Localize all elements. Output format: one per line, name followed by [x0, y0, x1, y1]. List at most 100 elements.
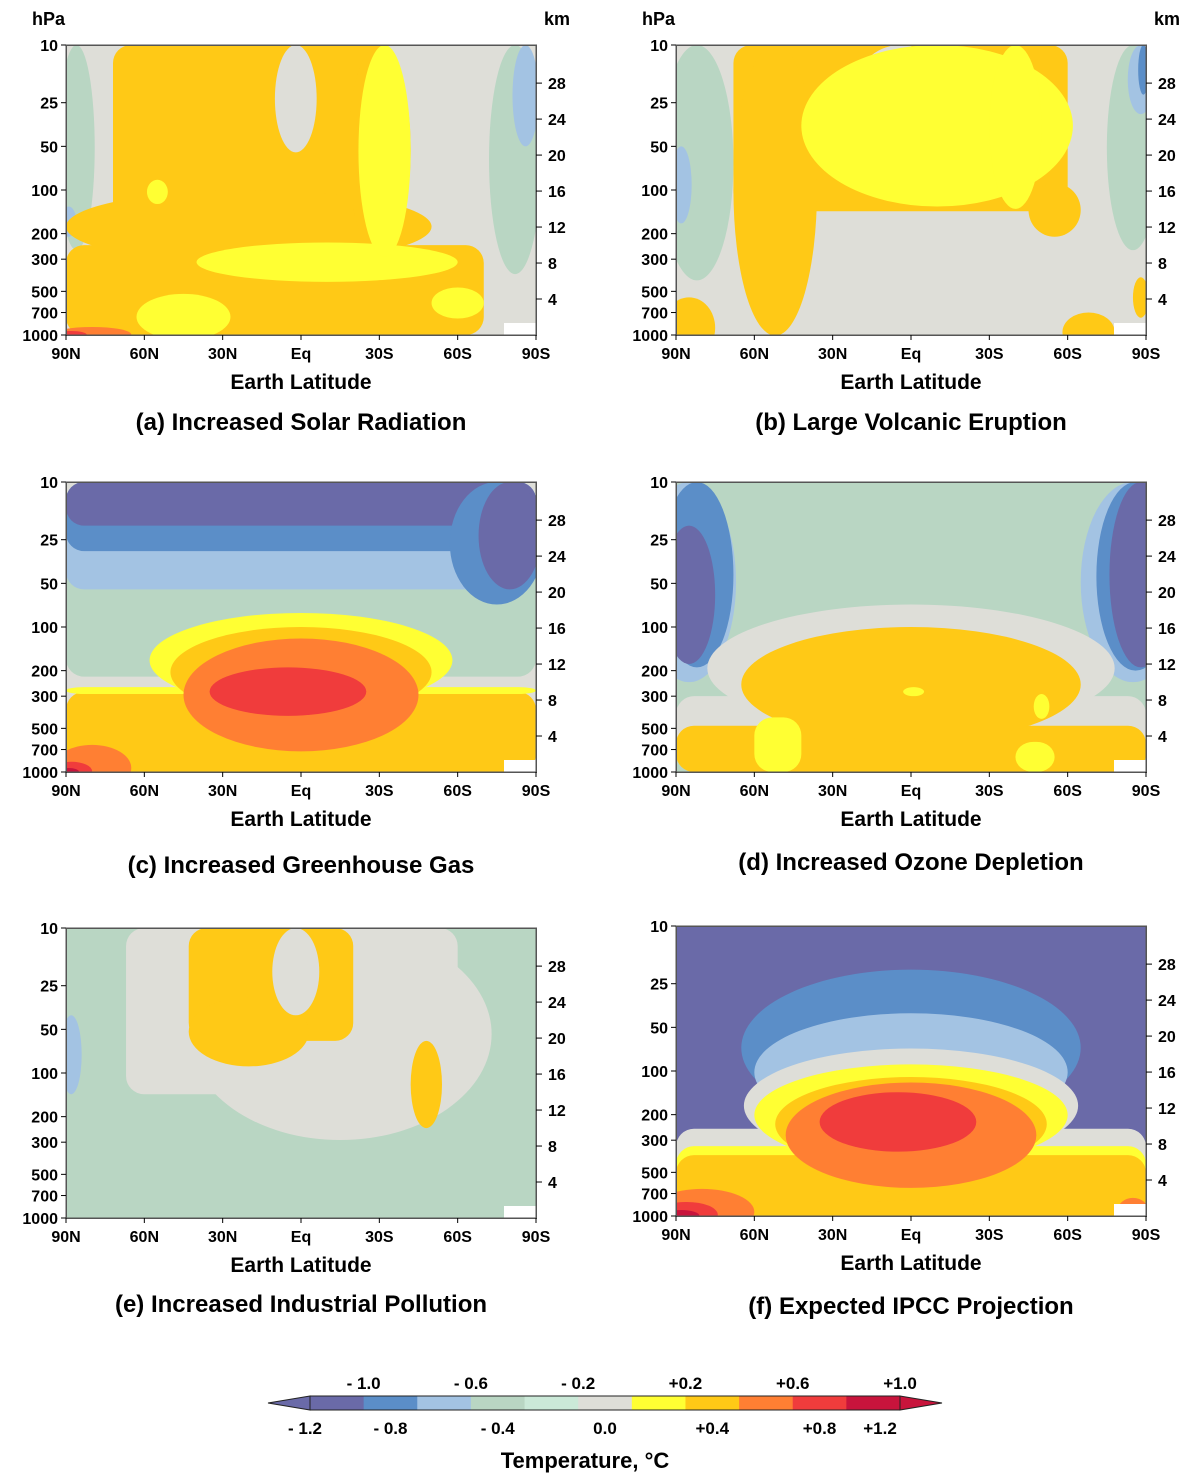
- contour-region: [358, 45, 411, 258]
- panel-caption: (a) Increased Solar Radiation: [136, 409, 467, 436]
- contour-region: [272, 928, 320, 1016]
- latitude-tick-label: 30N: [818, 1227, 847, 1244]
- contour-field: [66, 928, 536, 1218]
- altitude-tick-label: 24: [548, 112, 566, 129]
- contour-region: [512, 45, 536, 147]
- pressure-tick-label: 200: [31, 664, 58, 681]
- contour-region: [209, 667, 367, 716]
- colorbar-lower-label: - 1.2: [288, 1419, 322, 1438]
- colorbar-swatch: [631, 1396, 686, 1410]
- colorbar-swatch: [524, 1396, 579, 1410]
- altitude-tick-label: 4: [1158, 729, 1167, 746]
- altitude-tick-label: 12: [548, 1103, 566, 1120]
- latitude-tick-label: 30N: [818, 783, 847, 800]
- pressure-tick-label: 50: [650, 576, 668, 593]
- latitude-tick-label: 90N: [51, 346, 80, 363]
- latitude-tick-label: 60N: [740, 783, 769, 800]
- contour-region: [819, 1200, 1003, 1216]
- panel-caption: (d) Increased Ozone Depletion: [738, 849, 1083, 876]
- pressure-tick-label: 200: [641, 227, 668, 244]
- pressure-tick-label: 700: [641, 306, 668, 323]
- latitude-tick-label: 60S: [1053, 783, 1082, 800]
- x-axis-title: Earth Latitude: [840, 1252, 981, 1275]
- altitude-tick-label: 28: [1158, 76, 1176, 93]
- pressure-tick-label: 25: [40, 979, 58, 996]
- x-axis-title: Earth Latitude: [230, 1254, 371, 1277]
- contour-region: [676, 146, 692, 224]
- latitude-tick-label: Eq: [901, 783, 921, 800]
- contour-region: [676, 45, 734, 281]
- colorbar-upper-label: +0.6: [776, 1374, 810, 1393]
- contour-region: [274, 45, 317, 153]
- altitude-tick-label: 16: [1158, 184, 1176, 201]
- altitude-tick-label: 16: [1158, 1065, 1176, 1082]
- latitude-tick-label: 30N: [818, 346, 847, 363]
- colorbar-lower-label: +0.8: [803, 1419, 837, 1438]
- contour-region: [903, 687, 925, 697]
- latitude-tick-label: 90S: [522, 1229, 551, 1246]
- contour-region: [431, 287, 484, 319]
- contour-region: [136, 293, 231, 335]
- altitude-tick-label: 24: [548, 549, 566, 566]
- latitude-tick-label: 60N: [740, 346, 769, 363]
- latitude-tick-label: 60N: [130, 346, 159, 363]
- contour-region: [1015, 741, 1055, 772]
- latitude-tick-label: Eq: [901, 346, 921, 363]
- contour-region: [66, 1015, 82, 1095]
- contour-region: [676, 297, 716, 335]
- x-axis-title: Earth Latitude: [840, 808, 981, 831]
- contour-region: [676, 525, 716, 664]
- pressure-tick-label: 100: [31, 1066, 58, 1083]
- pressure-tick-label: 100: [641, 183, 668, 200]
- latitude-tick-label: 90N: [51, 783, 80, 800]
- pressure-tick-label: 25: [650, 533, 668, 550]
- latitude-tick-label: 30S: [365, 346, 394, 363]
- contour-region: [733, 45, 817, 335]
- pressure-tick-label: 50: [40, 1022, 58, 1039]
- x-axis-title: Earth Latitude: [230, 371, 371, 394]
- altitude-tick-label: 28: [548, 513, 566, 530]
- altitude-tick-label: 20: [1158, 585, 1176, 602]
- latitude-tick-label: 60S: [443, 346, 472, 363]
- contour-field: [66, 482, 536, 772]
- pressure-tick-label: 500: [641, 284, 668, 301]
- no-data-patch: [1114, 1204, 1146, 1216]
- latitude-tick-label: 30S: [365, 1229, 394, 1246]
- altitude-tick-label: 28: [548, 76, 566, 93]
- pressure-tick-label: 25: [40, 96, 58, 113]
- pressure-tick-label: 500: [641, 721, 668, 738]
- no-data-patch: [504, 760, 536, 772]
- pressure-tick-label: 1000: [632, 1209, 668, 1226]
- contour-region: [741, 627, 1081, 742]
- colorbar-lower-label: +1.2: [863, 1419, 897, 1438]
- colorbar-lower-label: 0.0: [593, 1419, 617, 1438]
- pressure-tick-label: 300: [31, 689, 58, 706]
- contour-region: [819, 1092, 977, 1152]
- x-axis-title: Earth Latitude: [230, 808, 371, 831]
- colorbar-lower-label: - 0.4: [481, 1419, 516, 1438]
- pressure-tick-label: 500: [31, 721, 58, 738]
- contour-region: [1033, 694, 1050, 719]
- latitude-tick-label: 30N: [208, 783, 237, 800]
- pressure-tick-label: 700: [31, 743, 58, 760]
- pressure-tick-label: 300: [31, 1135, 58, 1152]
- altitude-tick-label: 16: [548, 621, 566, 638]
- latitude-tick-label: Eq: [291, 783, 311, 800]
- latitude-tick-label: 30N: [208, 1229, 237, 1246]
- panel-d: 10 25 50 100 200 300 500 700 1000 28 24 20 16 12 8 4 90N…: [632, 475, 1176, 876]
- latitude-tick-label: Eq: [291, 346, 311, 363]
- latitude-tick-label: 30S: [975, 1227, 1004, 1244]
- latitude-tick-label: 90S: [1132, 783, 1161, 800]
- contour-region: [196, 242, 458, 282]
- altitude-tick-label: 4: [1158, 1173, 1167, 1190]
- panel-caption: (c) Increased Greenhouse Gas: [128, 852, 475, 879]
- colorbar-frame: [309, 1395, 901, 1411]
- panel-b: 10 25 50 100 200 300 500 700 1000 28 24 20 16 12 8 4 90N…: [632, 9, 1180, 436]
- pressure-tick-label: 300: [641, 1133, 668, 1150]
- pressure-tick-label: 10: [40, 38, 58, 55]
- contour-region: [66, 767, 80, 772]
- altitude-tick-label: 20: [548, 1031, 566, 1048]
- pressure-tick-label: 25: [40, 533, 58, 550]
- pressure-tick-label: 500: [641, 1165, 668, 1182]
